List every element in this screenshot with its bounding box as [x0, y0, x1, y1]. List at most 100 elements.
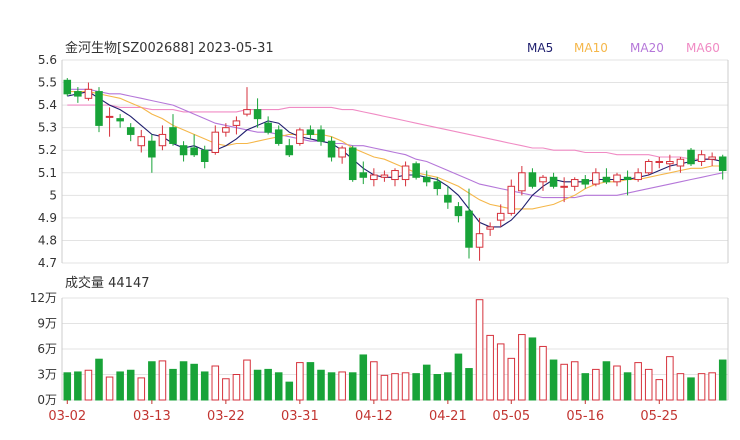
candle-body: [169, 127, 177, 144]
volume-bar: [708, 372, 716, 401]
ma60-line: [67, 104, 723, 163]
volume-bar: [179, 361, 188, 401]
candle: [380, 170, 389, 182]
candle-body: [549, 176, 558, 187]
volume-bar: [327, 372, 336, 401]
candle-body: [211, 131, 220, 153]
volume-bar: [528, 337, 537, 401]
candle: [602, 168, 611, 185]
volume-bar: [549, 359, 558, 401]
date-axis: 03-02 03-13 03-22 03-31 04-12 04-21 05-05 05-16…: [48, 400, 678, 424]
candle: [412, 161, 420, 180]
volume-tick-label: 9万: [37, 317, 57, 331]
volume-bar: [338, 371, 346, 401]
candle-body: [539, 176, 547, 183]
candle: [560, 177, 568, 203]
candle-body: [602, 176, 611, 183]
volume-bar: [158, 360, 167, 401]
candle-body: [486, 226, 494, 230]
candle: [306, 125, 315, 139]
candle: [63, 78, 72, 97]
candle-body: [380, 174, 389, 178]
candle: [718, 154, 727, 180]
candle: [200, 145, 209, 169]
candle-body: [200, 149, 209, 163]
volume-bar: [116, 371, 124, 401]
candle-body: [338, 147, 346, 158]
date-label: 05-25: [640, 409, 678, 424]
candle: [623, 170, 632, 196]
volume-bar: [602, 361, 611, 401]
candle-body: [687, 149, 695, 165]
candle: [274, 125, 283, 146]
candle: [169, 114, 177, 146]
candle-body: [158, 133, 167, 147]
candle: [518, 166, 526, 196]
candle: [190, 134, 198, 157]
candle-body: [592, 172, 600, 185]
candle-body: [63, 79, 72, 95]
date-label: 04-12: [355, 409, 393, 424]
ma5-line: [67, 91, 723, 228]
price-tick-label: 4.8: [38, 233, 57, 247]
candle: [370, 168, 378, 187]
candle: [359, 161, 368, 185]
candle-body: [718, 156, 727, 172]
candle: [444, 186, 452, 209]
volume-bar: [169, 368, 177, 401]
candle: [211, 125, 220, 155]
volume-bar: [697, 373, 706, 401]
candle: [285, 138, 294, 157]
candle-body: [327, 140, 336, 158]
candle-body: [454, 206, 463, 217]
candle-body: [253, 109, 262, 120]
volume-bar: [63, 372, 72, 401]
candle-body: [444, 194, 452, 203]
legend-ma5: MA5: [527, 41, 553, 55]
volume-bar: [507, 357, 516, 401]
volume-bar: [634, 362, 642, 401]
candle: [644, 159, 653, 176]
price-tick-label: 5.1: [38, 166, 57, 180]
candle: [496, 204, 505, 227]
volume-bar: [655, 379, 664, 401]
candle-body: [105, 115, 114, 118]
candle: [592, 168, 600, 187]
candle-body: [475, 233, 484, 248]
date-label: 05-05: [492, 409, 530, 424]
price-tick-label: 5: [49, 188, 57, 202]
candle: [634, 168, 642, 182]
date-label: 03-22: [207, 409, 245, 424]
volume-tick-label: 0万: [37, 393, 57, 407]
date-label: 03-31: [281, 409, 319, 424]
volume-bar: [264, 368, 272, 401]
volume-bar: [274, 372, 283, 401]
volume-label: 成交量 44147: [65, 275, 150, 291]
volume-bar: [232, 374, 241, 401]
candle: [676, 156, 685, 173]
candle: [126, 123, 135, 142]
volume-bar: [370, 361, 378, 401]
volume-bar: [454, 353, 463, 401]
date-label: 04-21: [429, 409, 467, 424]
volume-bar: [84, 369, 93, 401]
candle: [84, 82, 93, 101]
volume-bar: [401, 372, 410, 401]
candle: [465, 188, 473, 259]
candle: [528, 168, 537, 189]
volume-bar: [496, 343, 505, 401]
candle: [454, 202, 463, 223]
volume-bar: [623, 372, 632, 401]
candle-body: [412, 163, 420, 178]
candle: [391, 168, 399, 187]
chart-title: 金河生物[SZ002688] 2023-05-31: [65, 40, 274, 56]
candle: [232, 116, 241, 135]
volume-bar: [613, 365, 621, 401]
volume-tick-label: 6万: [37, 342, 57, 356]
price-tick-label: 5.5: [38, 76, 57, 90]
candle-body: [222, 127, 230, 133]
candle-body: [433, 181, 442, 190]
candle: [327, 136, 336, 162]
candle: [317, 125, 325, 146]
candle-body: [148, 140, 156, 158]
